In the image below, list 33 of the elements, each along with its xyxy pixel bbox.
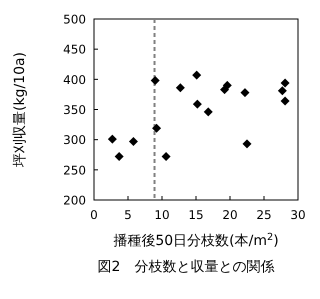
y-tick-label: 350 (63, 103, 86, 117)
point (108, 134, 117, 144)
x-axis-title: 播種後50日分枝数(本/m$^{2}$) (113, 232, 279, 249)
point (204, 107, 213, 116)
point (240, 88, 250, 98)
point (128, 136, 138, 146)
point (192, 100, 202, 109)
x-tick-label: 30 (290, 208, 306, 222)
point (152, 124, 162, 133)
point (192, 70, 202, 80)
x-tick-label: 25 (256, 208, 272, 222)
y-tick-label: 400 (63, 72, 86, 87)
point (242, 139, 252, 148)
point (280, 96, 290, 106)
y-tick-label: 450 (63, 42, 86, 57)
point (162, 152, 171, 162)
point (176, 83, 185, 92)
point (278, 86, 287, 96)
x-tick-label: 20 (222, 208, 238, 222)
y-tick-label: 200 (63, 194, 86, 208)
point (280, 78, 290, 88)
x-tick-label: 15 (188, 208, 204, 222)
y-axis-title: 坪刈収量(kg/10a) (12, 52, 28, 168)
point (150, 76, 160, 86)
text: 図2 分枝数と収量との関係 (98, 259, 274, 275)
y-tick-label: 250 (63, 163, 86, 178)
point (222, 80, 232, 90)
y-tick-label: 500 (63, 12, 86, 26)
x-tick-label: 0 (90, 208, 98, 222)
point (114, 152, 124, 162)
y-tick-label: 300 (63, 133, 86, 148)
x-tick-label: 5 (124, 208, 132, 222)
x-tick-label: 10 (154, 208, 170, 222)
